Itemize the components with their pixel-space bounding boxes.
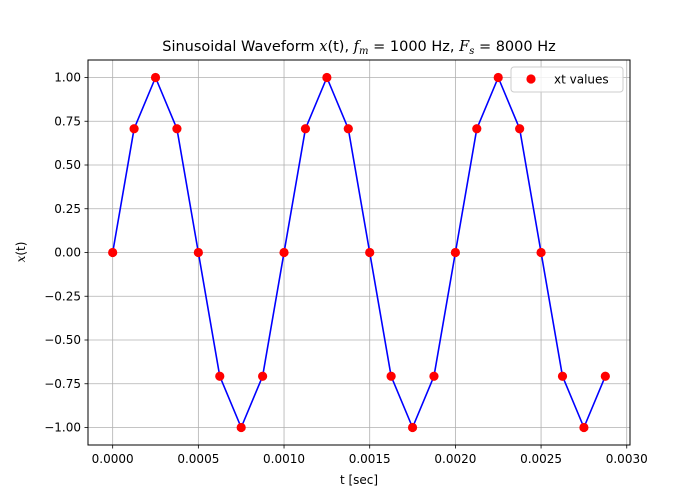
data-point xyxy=(515,124,525,134)
legend-box xyxy=(510,66,624,93)
data-point xyxy=(472,124,482,134)
data-point xyxy=(536,247,546,258)
data-point xyxy=(193,247,203,258)
y-tick-label: −0.75 xyxy=(44,377,81,391)
data-point xyxy=(150,72,161,83)
y-tick-label: 0.00 xyxy=(54,246,81,260)
y-tick-label: 0.75 xyxy=(54,114,81,128)
y-tick-label: −0.25 xyxy=(44,289,81,303)
x-tick-label: 0.0010 xyxy=(263,452,305,466)
data-point xyxy=(236,422,246,433)
series-line-group xyxy=(111,76,607,429)
y-tick-label: 0.25 xyxy=(54,202,81,216)
x-tick-label: 0.0005 xyxy=(177,452,219,466)
grid xyxy=(88,60,630,445)
x-tick-label: 0.0025 xyxy=(520,452,562,466)
y-tick-label: −1.00 xyxy=(44,421,81,435)
data-point xyxy=(215,371,225,381)
data-point xyxy=(429,371,439,381)
data-point xyxy=(407,422,418,433)
y-axis-label: x(t) xyxy=(14,242,28,263)
data-point xyxy=(322,72,332,83)
data-point xyxy=(108,247,118,258)
series-marker-group xyxy=(108,72,610,433)
data-point xyxy=(450,247,460,258)
legend: xt values xyxy=(510,66,624,93)
data-point xyxy=(386,371,396,381)
legend-label: xt values xyxy=(554,73,609,87)
series-line xyxy=(111,76,607,429)
x-axis-ticks: 0.0000 0.0005 0.0010 0.0015 0.0020 0.0025 0.00… xyxy=(92,445,648,466)
chart-title: Sinusoidal Waveform x(t), fm = 1000 Hz, … xyxy=(162,39,556,57)
y-tick-label: −0.50 xyxy=(44,333,81,347)
x-tick-label: 0.0030 xyxy=(606,452,648,466)
data-point xyxy=(258,371,268,381)
y-tick-label: 1.00 xyxy=(54,71,81,85)
y-tick-label: 0.50 xyxy=(54,158,81,172)
data-point xyxy=(579,422,589,433)
x-tick-label: 0.0000 xyxy=(92,452,134,466)
x-tick-label: 0.0020 xyxy=(434,452,476,466)
data-point xyxy=(300,124,311,134)
data-point xyxy=(279,247,289,258)
data-point xyxy=(129,124,139,134)
y-axis-ticks: −1.00 −0.75 −0.50 −0.25 0.00 0.25 0.50 0.75 1.00 xyxy=(44,71,88,435)
legend-marker xyxy=(526,74,536,84)
data-point xyxy=(365,247,375,258)
data-point xyxy=(343,124,353,134)
data-point xyxy=(493,72,503,83)
data-point xyxy=(172,124,182,134)
data-point xyxy=(557,371,568,381)
x-tick-label: 0.0015 xyxy=(349,452,391,466)
data-point xyxy=(600,371,610,381)
x-axis-label: t [sec] xyxy=(340,473,378,487)
